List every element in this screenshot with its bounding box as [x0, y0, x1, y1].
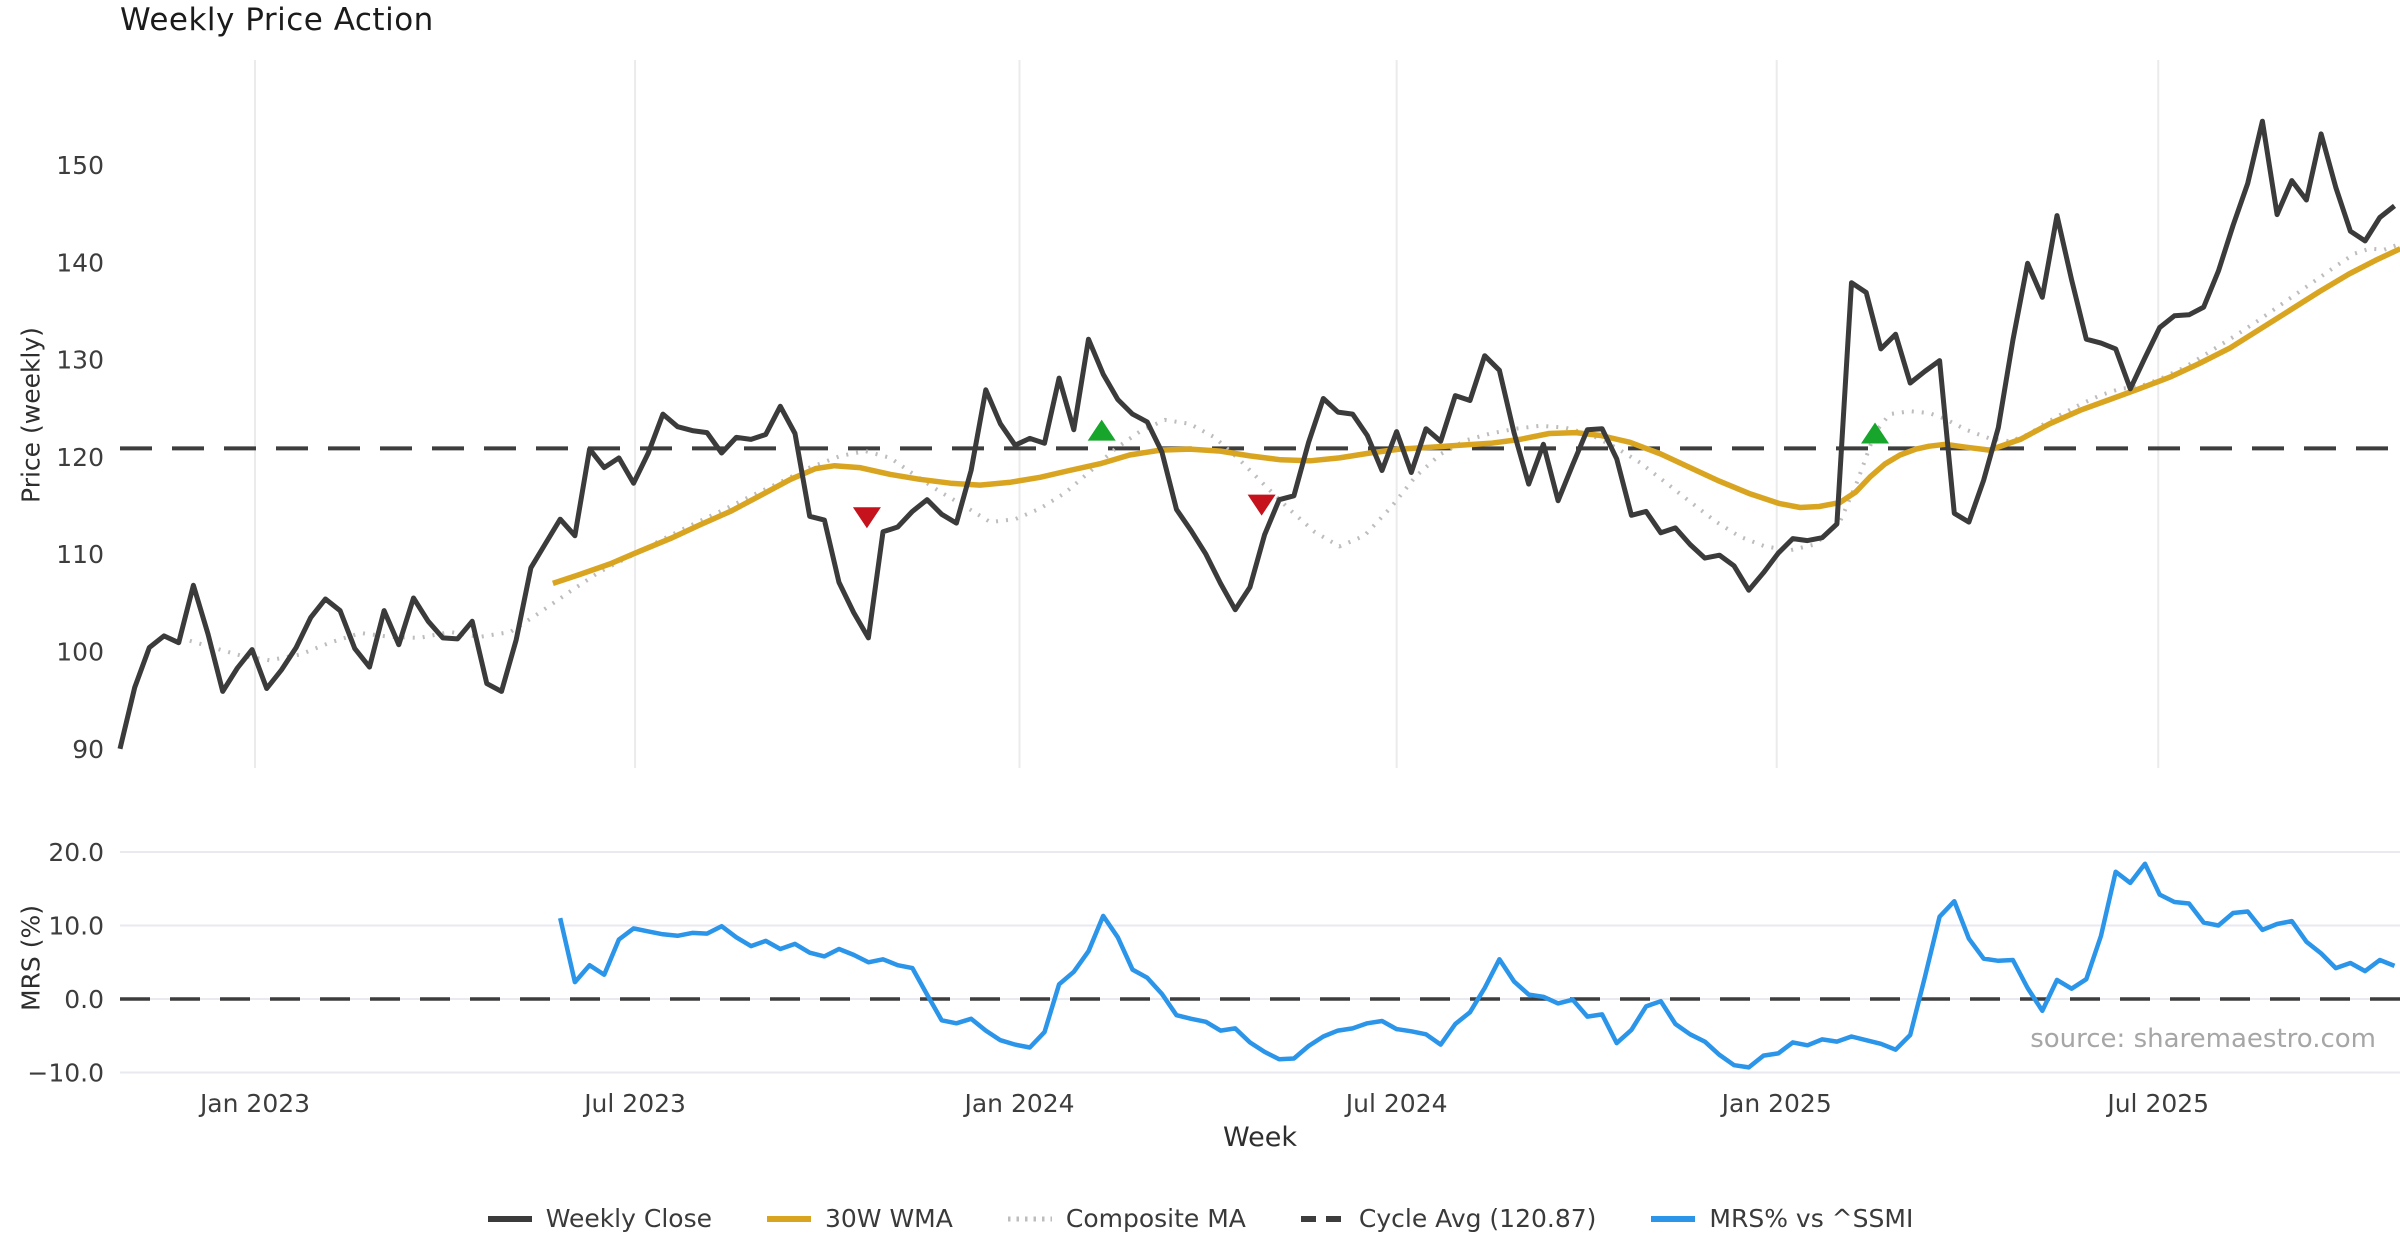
sell-signal-marker: [852, 507, 881, 529]
legend: Weekly Close 30W WMA Composite MA Cycle Avg…: [0, 1204, 2400, 1233]
price-axis-label: Price (weekly): [16, 327, 46, 503]
mrs-line: [558, 861, 2396, 1070]
x-tick-label: Jul 2023: [582, 1089, 686, 1118]
legend-item: Composite MA: [1007, 1204, 1246, 1233]
x-tick-label: Jul 2025: [2105, 1089, 2209, 1118]
mrs-ytick-label: 20.0: [48, 838, 104, 867]
price-ytick-label: 150: [56, 151, 104, 180]
legend-swatch-dashed: [1300, 1215, 1345, 1222]
legend-item: 30W WMA: [766, 1204, 953, 1233]
legend-swatch-solid: [487, 1215, 532, 1222]
price-ytick-label: 90: [72, 735, 104, 764]
x-axis-label: Week: [1223, 1122, 1297, 1153]
mrs-axis-label: MRS (%): [16, 904, 46, 1012]
sell-signal-marker: [1247, 494, 1276, 516]
mrs-ytick-label: 10.0: [48, 912, 104, 941]
mrs-ytick-label: 0.0: [64, 985, 104, 1014]
price-ytick-label: 140: [56, 248, 104, 277]
legend-label: Composite MA: [1065, 1204, 1246, 1233]
x-tick-label: Jan 2024: [962, 1089, 1074, 1118]
price-ytick-label: 110: [56, 540, 104, 569]
x-tick-label: Jan 2023: [198, 1089, 310, 1118]
legend-label: 30W WMA: [824, 1204, 953, 1233]
mrs-ytick-label: −10.0: [27, 1059, 104, 1088]
composite-ma-line: [179, 241, 2400, 663]
buy-signal-marker: [1087, 419, 1116, 441]
weekly-close-line: [117, 118, 2397, 750]
legend-item: Weekly Close: [487, 1204, 712, 1233]
legend-label: Weekly Close: [545, 1204, 712, 1233]
legend-label: Cycle Avg (120.87): [1358, 1204, 1597, 1233]
legend-item: Cycle Avg (120.87): [1300, 1204, 1597, 1233]
x-tick-label: Jul 2024: [1344, 1089, 1448, 1118]
price-ytick-label: 100: [56, 638, 104, 667]
legend-label: MRS% vs ^SSMI: [1709, 1204, 1914, 1233]
legend-item: MRS% vs ^SSMI: [1650, 1204, 1913, 1233]
legend-swatch-dotted: [1007, 1216, 1052, 1221]
price-ytick-label: 130: [56, 346, 104, 375]
buy-signal-marker: [1861, 422, 1890, 444]
x-tick-label: Jan 2025: [1720, 1089, 1832, 1118]
legend-swatch-solid: [1651, 1215, 1696, 1222]
legend-swatch-solid: [766, 1215, 811, 1222]
source-note: source: sharemaestro.com: [2030, 1024, 2376, 1054]
price-ytick-label: 120: [56, 443, 104, 472]
wma30-line: [552, 246, 2400, 587]
chart-title: Weekly Price Action: [120, 2, 434, 38]
